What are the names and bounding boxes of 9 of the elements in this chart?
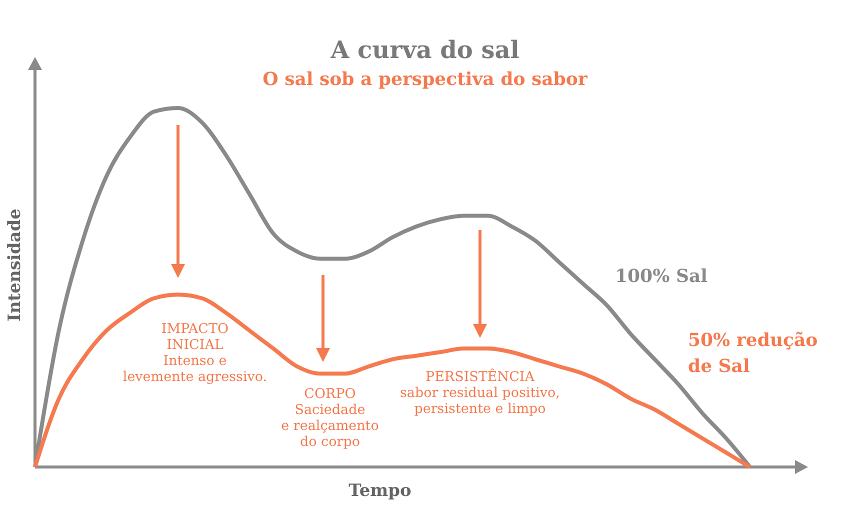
text: 50% redução de Sal (688, 330, 818, 377)
annotation: IMPACTO INICIAL Intenso e levemente agressivo. (122, 321, 268, 385)
annotation: PERSISTÊNCIA sabor residual positivo, persistente e limpo (400, 368, 560, 417)
series-label: 100% Sal (615, 266, 708, 287)
y-axis-title: Intensidade (5, 208, 25, 322)
annotation: CORPO Saciedade e realçamento do corpo (281, 386, 379, 450)
chart-subtitle: O sal sob a perspectiva do sabor (262, 69, 588, 90)
chart-title: A curva do sal (330, 35, 520, 64)
x-axis-title: Tempo (348, 481, 412, 501)
